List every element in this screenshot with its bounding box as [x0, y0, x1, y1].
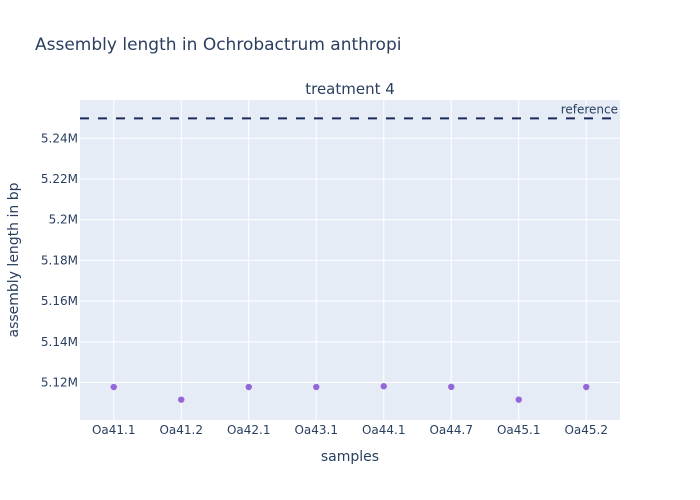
data-point: [515, 396, 522, 403]
data-point: [380, 383, 387, 390]
y-tick-label: 5.18M: [41, 253, 78, 267]
x-tick-labels: Oa41.1 Oa41.2 Oa42.1 Oa43.1 Oa44.1 Oa44.7 Oa45…: [92, 423, 608, 437]
y-tick-label: 5.14M: [41, 335, 78, 349]
y-tick-labels: 5.12M 5.14M 5.16M 5.18M 5.2M 5.22M 5.24M: [41, 131, 78, 389]
data-points: [110, 383, 590, 403]
data-point: [110, 383, 117, 391]
data-point: [245, 383, 252, 391]
y-axis-title: assembly length in bp: [6, 182, 22, 337]
data-point: [178, 396, 185, 403]
y-tick-label: 5.12M: [41, 376, 78, 390]
reference-label: reference: [561, 102, 618, 116]
x-tick-label: Oa44.7: [429, 423, 473, 437]
chart-title: Assembly length in Ochrobactrum anthropi: [35, 35, 401, 55]
data-point: [583, 383, 590, 391]
chart-subtitle: treatment 4: [305, 80, 395, 98]
grid-lines: [80, 100, 620, 420]
x-tick-label: Oa45.2: [564, 423, 608, 437]
data-point: [448, 383, 455, 391]
y-tick-label: 5.2M: [49, 213, 78, 227]
x-tick-label: Oa43.1: [294, 423, 338, 437]
x-tick-label: Oa42.1: [227, 423, 271, 437]
x-tick-label: Oa41.2: [159, 423, 203, 437]
x-tick-label: Oa41.1: [92, 423, 136, 437]
x-tick-label: Oa45.1: [497, 423, 541, 437]
y-tick-label: 5.16M: [41, 294, 78, 308]
x-tick-label: Oa44.1: [362, 423, 406, 437]
data-point: [313, 383, 320, 391]
x-axis-title: samples: [321, 449, 379, 465]
y-tick-label: 5.22M: [41, 172, 78, 186]
y-tick-label: 5.24M: [41, 131, 78, 145]
